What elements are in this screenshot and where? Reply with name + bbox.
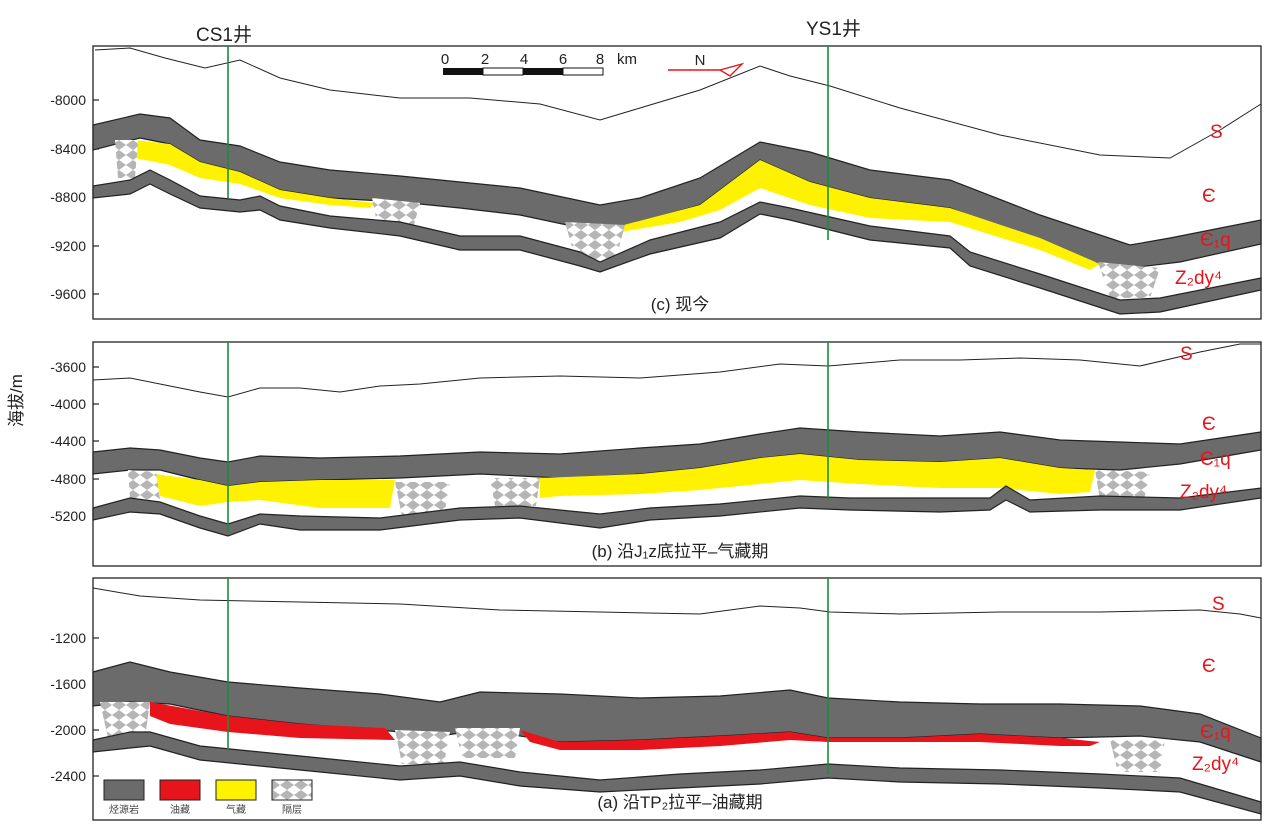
panel-b-tick-0: -3600 [50,359,86,375]
panel-c-strata-cambrian: Є [1202,186,1216,207]
panel-a-strata-e1q: Є₁q [1200,722,1231,743]
panel-a-tick-3: -2400 [50,768,86,784]
scale-bar: 0 2 4 6 8 km [441,51,637,76]
panel-b-tick-2: -4400 [50,433,86,449]
panel-c: -8000 -8400 -8800 -9200 -9600 (c) 现今 S Є… [50,45,1262,320]
panel-c-tick-2: -8800 [50,189,86,205]
legend: 烃源岩 油藏 气藏 隔层 [103,779,313,816]
panel-b-strata-e1q: Є₁q [1200,449,1231,470]
panel-b-tick-4: -5200 [50,508,86,524]
legend-label-oil: 油藏 [170,803,190,816]
legend-label-source-rock: 烃源岩 [109,803,139,816]
legend-swatch-oil [159,779,201,801]
panel-b-tick-3: -4800 [50,471,86,487]
panel-a-tick-1: -1600 [50,676,86,692]
panel-c-tick-4: -9600 [50,286,86,302]
well-label-cs1: CS1井 [196,25,252,46]
legend-label-barrier: 隔层 [282,804,302,816]
panel-c-strata-s: S [1210,122,1223,143]
panel-c-tick-1: -8400 [50,141,86,157]
panel-a-tick-0: -1200 [50,630,86,646]
panel-b-strata-z2dy4: Z₂dy⁴ [1180,482,1227,503]
legend-label-gas: 气藏 [226,803,246,816]
panel-a-strata-s: S [1212,594,1225,615]
well-label-ys1: YS1井 [806,19,861,40]
panel-c-strata-z2dy4: Z₂dy⁴ [1175,268,1222,289]
panel-a-strata-z2dy4: Z₂dy⁴ [1192,754,1239,775]
scale-label-3: 6 [559,51,567,68]
scale-label-4: 8 [596,51,604,68]
legend-swatch-source-rock [103,779,145,801]
panel-a-tick-2: -2000 [50,722,86,738]
panel-b-caption: (b) 沿J₁z底拉平–气藏期 [592,542,769,561]
panel-b-strata-cambrian: Є [1202,414,1216,435]
panel-a: -1200 -1600 -2000 -2400 (a) 沿TP₂拉平–油藏期 S… [50,577,1262,821]
north-label: N [695,52,706,69]
north-arrow-icon: N [668,52,745,77]
panel-c-caption: (c) 现今 [651,295,710,314]
panel-b: -3600 -4000 -4400 -4800 -5200 (b) 沿J₁z底拉… [50,341,1262,567]
panel-a-caption: (a) 沿TP₂拉平–油藏期 [597,793,762,812]
panel-c-tick-0: -8000 [50,92,86,108]
panel-b-tick-1: -4000 [50,396,86,412]
scale-label-2: 4 [520,51,528,68]
scale-unit: km [617,51,637,68]
legend-swatch-barrier [271,779,313,801]
panel-b-strata-s: S [1180,344,1193,365]
panel-c-tick-3: -9200 [50,238,86,254]
panel-a-strata-cambrian: Є [1202,656,1216,677]
scale-label-0: 0 [441,51,449,68]
legend-swatch-gas [215,779,257,801]
scale-label-1: 2 [481,51,489,68]
panel-c-strata-e1q: Є₁q [1200,230,1231,251]
